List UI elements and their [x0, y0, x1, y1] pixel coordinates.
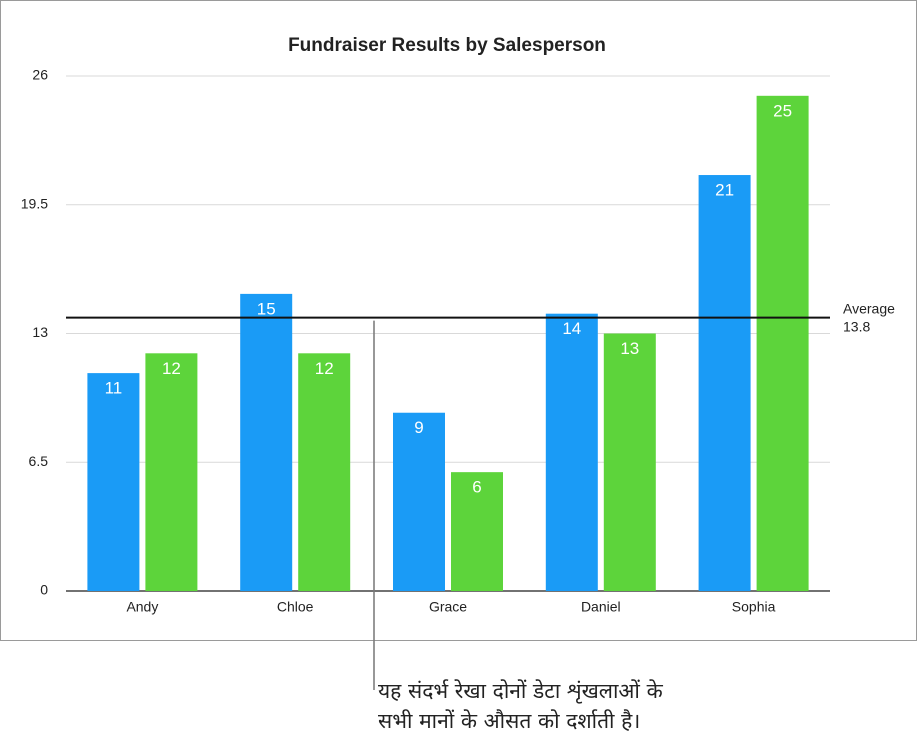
y-tick-label: 26	[32, 67, 48, 83]
bar	[145, 353, 198, 591]
value-label: 9	[414, 418, 423, 437]
x-tick-label: Grace	[429, 599, 467, 615]
bar	[87, 373, 140, 591]
bar	[240, 293, 293, 591]
value-label: 21	[715, 181, 734, 200]
value-label: 11	[105, 379, 123, 398]
annotation: यह संदर्भ रेखा दोनों डेटा शृंखलाओं के	[378, 679, 664, 704]
x-tick-label: Daniel	[581, 599, 621, 615]
value-label: 15	[257, 299, 276, 318]
bar	[545, 313, 598, 591]
reference-label: Average	[843, 300, 895, 316]
value-label: 25	[773, 101, 792, 120]
value-label: 13	[620, 339, 639, 358]
x-tick-label: Sophia	[732, 599, 776, 615]
x-tick-label: Andy	[126, 599, 158, 615]
y-tick-label: 0	[40, 582, 48, 598]
reference-value: 13.8	[843, 318, 870, 334]
value-label: 12	[315, 359, 334, 378]
bar	[603, 333, 656, 591]
value-label: 14	[562, 319, 581, 338]
y-tick-label: 6.5	[29, 453, 49, 469]
value-label: 12	[162, 359, 181, 378]
y-tick-label: 19.5	[21, 195, 48, 211]
y-tick-label: 13	[32, 324, 48, 340]
x-tick-label: Chloe	[277, 599, 314, 615]
bar	[451, 472, 503, 591]
chart-frame	[0, 0, 917, 641]
bar	[393, 412, 445, 591]
value-label: 6	[472, 478, 481, 497]
chart-title: Fundraiser Results by Salesperson	[288, 35, 606, 56]
bar	[298, 353, 351, 591]
annotation: सभी मानों के औसत को दर्शाती है।	[378, 709, 640, 733]
bar	[698, 175, 751, 592]
bar	[756, 95, 809, 592]
